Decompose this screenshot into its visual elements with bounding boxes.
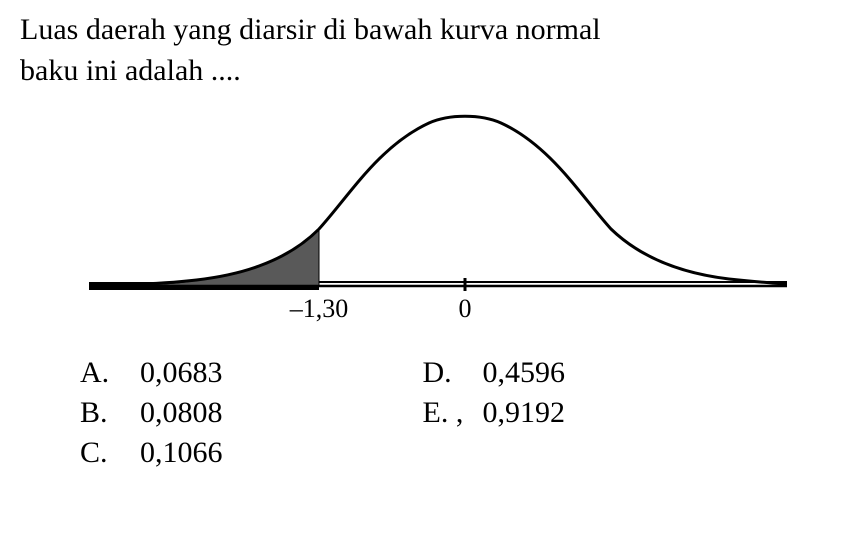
option-letter: E. , xyxy=(423,396,483,430)
normal-curve-chart: –1,30 0 xyxy=(69,101,789,341)
option-value: 0,1066 xyxy=(140,436,223,470)
option-value: 0,0808 xyxy=(140,396,223,430)
option-b: B. 0,0808 xyxy=(80,396,223,430)
option-c: C. 0,1066 xyxy=(80,436,223,470)
option-value: 0,9192 xyxy=(483,396,566,430)
label-shaded-boundary: –1,30 xyxy=(289,294,349,323)
label-center: 0 xyxy=(459,294,472,323)
options-column-right: D. 0,4596 E. , 0,9192 xyxy=(423,356,566,470)
option-letter: D. xyxy=(423,356,483,390)
option-a: A. 0,0683 xyxy=(80,356,223,390)
option-value: 0,4596 xyxy=(483,356,566,390)
option-d: D. 0,4596 xyxy=(423,356,566,390)
option-e: E. , 0,9192 xyxy=(423,396,566,430)
question-line-1: Luas daerah yang diarsir di bawah kurva … xyxy=(20,13,601,46)
options-column-left: A. 0,0683 B. 0,0808 C. 0,1066 xyxy=(80,356,223,470)
shaded-region xyxy=(129,229,319,286)
option-letter: C. xyxy=(80,436,140,470)
normal-curve xyxy=(104,116,787,285)
question-text: Luas daerah yang diarsir di bawah kurva … xyxy=(20,10,838,91)
chart-container: –1,30 0 xyxy=(20,101,838,341)
option-letter: B. xyxy=(80,396,140,430)
option-value: 0,0683 xyxy=(140,356,223,390)
option-letter: A. xyxy=(80,356,140,390)
question-line-2: baku ini adalah .... xyxy=(20,54,241,87)
options-container: A. 0,0683 B. 0,0808 C. 0,1066 D. 0,4596 … xyxy=(20,356,838,470)
